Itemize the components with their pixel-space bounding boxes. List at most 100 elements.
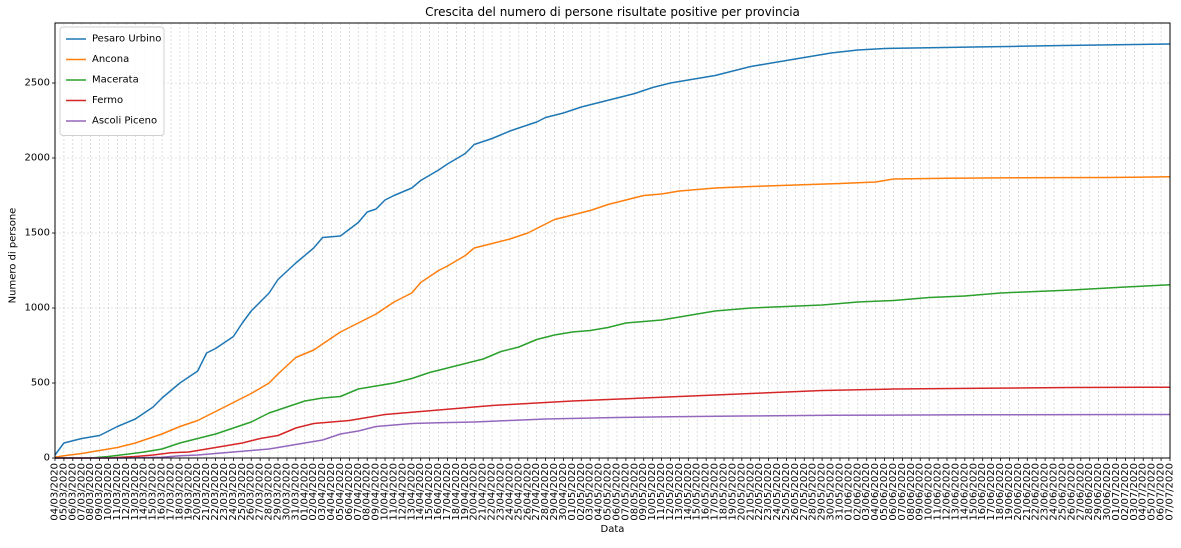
x-tick-label: 08/03/2020 (85, 463, 96, 521)
series-line (55, 413, 1171, 459)
x-tick-label: 04/06/2020 (870, 463, 881, 521)
x-axis-label: Data (600, 524, 625, 535)
x-tick-label: 30/03/2020 (281, 463, 292, 521)
x-tick-label: 16/04/2020 (433, 463, 444, 521)
y-tick-label: 1500 (25, 228, 50, 239)
x-tick-label: 18/03/2020 (174, 463, 185, 521)
x-tick-label: 23/05/2020 (763, 463, 774, 521)
x-tick-label: 14/06/2020 (959, 463, 970, 521)
x-tick-label: 01/04/2020 (299, 463, 310, 521)
x-tick-label: 25/04/2020 (513, 463, 524, 521)
x-tick-label: 07/03/2020 (76, 463, 87, 521)
x-tick-label: 23/06/2020 (1040, 463, 1051, 521)
x-tick-label: 09/06/2020 (915, 463, 926, 521)
x-tick-label: 11/03/2020 (112, 463, 123, 521)
x-tick-label: 20/06/2020 (1013, 463, 1024, 521)
x-tick-label: 18/05/2020 (719, 463, 730, 521)
x-tick-label: 07/06/2020 (897, 463, 908, 521)
x-tick-label: 27/06/2020 (1075, 463, 1086, 521)
y-tick-label: 1000 (25, 303, 50, 314)
x-tick-label: 12/06/2020 (942, 463, 953, 521)
x-tick-label: 09/04/2020 (371, 463, 382, 521)
x-tick-label: 21/03/2020 (201, 463, 212, 521)
x-tick-label: 22/04/2020 (487, 463, 498, 521)
x-tick-label: 27/04/2020 (531, 463, 542, 521)
x-tick-label: 10/06/2020 (924, 463, 935, 521)
x-tick-label: 16/05/2020 (701, 463, 712, 521)
grid (54, 23, 1171, 459)
x-tick-label: 26/04/2020 (522, 463, 533, 521)
x-tick-label: 16/06/2020 (977, 463, 988, 521)
x-tick-label: 12/05/2020 (665, 463, 676, 521)
x-tick-label: 19/03/2020 (183, 463, 194, 521)
x-tick-label: 22/03/2020 (210, 463, 221, 521)
x-tick-label: 02/05/2020 (576, 463, 587, 521)
y-axis: 0 500 1000 1500 2000 2500 (25, 78, 55, 464)
x-tick-label: 24/03/2020 (228, 463, 239, 521)
x-tick-label: 03/04/2020 (317, 463, 328, 521)
legend-label: Macerata (92, 75, 139, 86)
x-tick-label: 27/05/2020 (799, 463, 810, 521)
x-tick-label: 15/06/2020 (968, 463, 979, 521)
x-tick-label: 03/05/2020 (585, 463, 596, 521)
x-tick-label: 03/06/2020 (861, 463, 872, 521)
x-tick-label: 06/05/2020 (611, 463, 622, 521)
x-tick-label: 06/06/2020 (888, 463, 899, 521)
x-tick-label: 07/07/2020 (1165, 463, 1176, 521)
legend: Pesaro Urbino Ancona Macerata Fermo Ascoli P… (59, 26, 165, 136)
x-tick-label: 23/03/2020 (219, 463, 230, 521)
x-tick-label: 25/03/2020 (237, 463, 248, 521)
x-tick-label: 17/05/2020 (710, 463, 721, 521)
x-tick-label: 25/06/2020 (1057, 463, 1068, 521)
x-tick-label: 02/04/2020 (308, 463, 319, 521)
x-tick-label: 11/06/2020 (933, 463, 944, 521)
x-tick-label: 13/04/2020 (406, 463, 417, 521)
x-tick-label: 05/03/2020 (58, 463, 69, 521)
y-axis-label: Numero di persone (7, 207, 19, 304)
x-tick-label: 06/04/2020 (344, 463, 355, 521)
series-line (55, 386, 1171, 459)
x-tick-label: 24/05/2020 (772, 463, 783, 521)
x-tick-label: 08/04/2020 (362, 463, 373, 521)
x-tick-label: 20/05/2020 (736, 463, 747, 521)
x-tick-label: 11/05/2020 (656, 463, 667, 521)
x-tick-label: 02/06/2020 (852, 463, 863, 521)
x-tick-label: 20/03/2020 (192, 463, 203, 521)
x-tick-label: 23/04/2020 (496, 463, 507, 521)
x-tick-label: 15/04/2020 (424, 463, 435, 521)
x-tick-label: 11/04/2020 (388, 463, 399, 521)
x-tick-label: 19/05/2020 (727, 463, 738, 521)
x-tick-label: 30/05/2020 (826, 463, 837, 521)
y-tick-label: 2000 (25, 153, 50, 164)
x-tick-label: 26/06/2020 (1066, 463, 1077, 521)
x-tick-label: 29/06/2020 (1093, 463, 1104, 521)
x-tick-label: 09/05/2020 (638, 463, 649, 521)
x-tick-label: 13/03/2020 (130, 463, 141, 521)
x-tick-label: 07/05/2020 (620, 463, 631, 521)
x-tick-label: 07/04/2020 (353, 463, 364, 521)
x-tick-label: 20/04/2020 (469, 463, 480, 521)
x-tick-label: 17/03/2020 (165, 463, 176, 521)
x-tick-label: 22/06/2020 (1031, 463, 1042, 521)
series-lines (54, 43, 1171, 459)
series-line (54, 43, 1171, 456)
legend-label: Fermo (92, 95, 123, 106)
x-tick-label: 08/06/2020 (906, 463, 917, 521)
x-axis: 04/03/202005/03/202006/03/202007/03/2020… (50, 458, 1176, 521)
x-tick-label: 14/04/2020 (415, 463, 426, 521)
x-tick-label: 03/07/2020 (1129, 463, 1140, 521)
x-tick-label: 05/07/2020 (1147, 463, 1158, 521)
x-tick-label: 30/04/2020 (558, 463, 569, 521)
x-tick-label: 15/05/2020 (692, 463, 703, 521)
x-tick-label: 26/05/2020 (790, 463, 801, 521)
x-tick-label: 06/07/2020 (1156, 463, 1167, 521)
x-tick-label: 19/06/2020 (1004, 463, 1015, 521)
x-tick-label: 04/04/2020 (326, 463, 337, 521)
x-tick-label: 08/05/2020 (629, 463, 640, 521)
legend-label: Ancona (92, 54, 129, 65)
x-tick-label: 28/04/2020 (540, 463, 551, 521)
x-tick-label: 31/03/2020 (290, 463, 301, 521)
x-tick-label: 22/05/2020 (754, 463, 765, 521)
x-tick-label: 13/06/2020 (950, 463, 961, 521)
